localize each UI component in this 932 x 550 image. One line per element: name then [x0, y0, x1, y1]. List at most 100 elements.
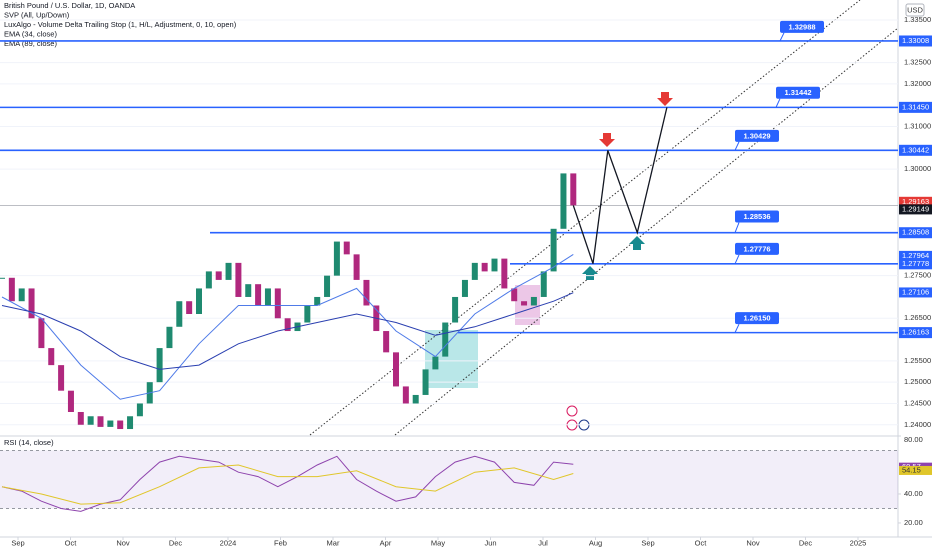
- axis-tag-label: 1.28508: [902, 228, 929, 237]
- candle: [8, 277, 15, 302]
- axis-tag: [899, 327, 932, 339]
- callout-tail: [734, 323, 740, 333]
- x-tick-label: Sep: [11, 538, 24, 547]
- candle: [442, 322, 449, 357]
- callout-tail: [775, 98, 781, 108]
- x-tick-label: Nov: [746, 538, 760, 547]
- x-tick-label: Jun: [484, 538, 496, 547]
- candle: [461, 279, 468, 297]
- x-tick-label: Jul: [538, 538, 548, 547]
- callout-box: [776, 86, 820, 99]
- candle: [304, 305, 311, 323]
- x-tick-label: Mar: [327, 538, 340, 547]
- line-series: [1, 455, 574, 512]
- x-tick-label: 2025: [850, 538, 867, 547]
- callout-label: 1.30429: [743, 131, 770, 140]
- legend-text: British Pound / U.S. Dollar, 1D, OANDA: [4, 1, 135, 10]
- y-tick-label: 1.25500: [904, 356, 931, 365]
- candle: [58, 365, 65, 391]
- axis-tag-label: 54.15: [902, 465, 921, 474]
- candle: [166, 326, 173, 349]
- axis-tag-label: 1.27964: [902, 251, 929, 260]
- candle: [393, 352, 399, 387]
- candle: [245, 284, 252, 297]
- y-tick-label: 1.24000: [904, 420, 931, 429]
- candle: [38, 318, 45, 349]
- candle: [127, 416, 134, 430]
- currency-badge[interactable]: [905, 3, 925, 17]
- x-tick-label: Oct: [65, 538, 78, 547]
- callout-box: [735, 312, 779, 325]
- candle: [67, 390, 74, 412]
- axis-tag-label: 1.31450: [902, 102, 929, 111]
- y-tick-label: 40.00: [904, 489, 923, 498]
- axis-tag-label: 1.29149: [902, 204, 929, 213]
- y-tick-label: 1.26500: [904, 313, 931, 322]
- y-tick-label: 1.27500: [904, 271, 931, 280]
- legend-text: EMA (89, close): [4, 39, 57, 48]
- axis-tag: [899, 250, 932, 261]
- callout-box: [735, 129, 779, 142]
- y-tick-label: 80.00: [904, 435, 923, 444]
- candle: [570, 173, 577, 206]
- x-tick-label: May: [431, 538, 445, 547]
- axis-tag-label: 1.26163: [902, 328, 929, 337]
- x-tick-label: Dec: [169, 538, 183, 547]
- rsi-band: [0, 450, 898, 509]
- callout-tail: [734, 222, 740, 233]
- callout-box: [735, 242, 779, 255]
- callout-label: 1.28536: [743, 212, 770, 221]
- y-tick-label: 1.32000: [904, 79, 931, 88]
- x-tick-label: Feb: [274, 538, 287, 547]
- axis-tag: [899, 227, 932, 239]
- callout-tail: [779, 32, 785, 42]
- candle: [176, 301, 183, 327]
- candle: [452, 296, 459, 323]
- callout-label: 1.27776: [743, 244, 770, 253]
- candle: [412, 394, 419, 404]
- candle: [284, 318, 291, 332]
- candle: [324, 275, 331, 297]
- up-arrow: [629, 236, 645, 250]
- event-icon[interactable]: [566, 405, 578, 417]
- candle: [383, 331, 390, 353]
- callout-box: [780, 20, 824, 33]
- legend-text: SVP (All, Up/Down): [4, 10, 70, 19]
- candle: [432, 356, 439, 370]
- candle: [186, 301, 193, 315]
- axis-tag: [899, 258, 932, 270]
- y-tick-label: 1.31000: [904, 122, 931, 131]
- candle: [225, 262, 232, 280]
- axis-tag: [899, 204, 932, 215]
- candle: [28, 288, 35, 319]
- callout-label: 1.26150: [743, 314, 770, 323]
- candle: [363, 279, 370, 306]
- candle: [264, 288, 271, 306]
- candle: [491, 258, 498, 272]
- callout-label: 1.32988: [788, 22, 815, 31]
- channel-line: [309, 0, 861, 436]
- candle: [422, 369, 429, 395]
- candle: [501, 258, 508, 289]
- axis-tag: [899, 465, 932, 475]
- candle: [521, 301, 528, 306]
- axis-tag-label: 1.29163: [902, 197, 929, 206]
- candle: [402, 386, 409, 404]
- candle: [560, 173, 567, 229]
- y-tick-label: 1.33500: [904, 15, 931, 24]
- candle: [540, 271, 547, 297]
- line-series: [1, 464, 574, 505]
- y-tick-label: 1.25000: [904, 377, 931, 386]
- axis-tag-label: 1.30442: [902, 145, 929, 154]
- candle: [107, 420, 114, 427]
- callout-tail: [734, 141, 740, 151]
- callout-box: [735, 210, 779, 223]
- candle: [471, 262, 478, 280]
- candle: [511, 288, 518, 302]
- candle: [205, 271, 212, 289]
- legend-text: EMA (34, close): [4, 29, 57, 38]
- candle: [353, 254, 360, 280]
- candle: [0, 277, 5, 279]
- axis-tag-label: 1.27106: [902, 287, 929, 296]
